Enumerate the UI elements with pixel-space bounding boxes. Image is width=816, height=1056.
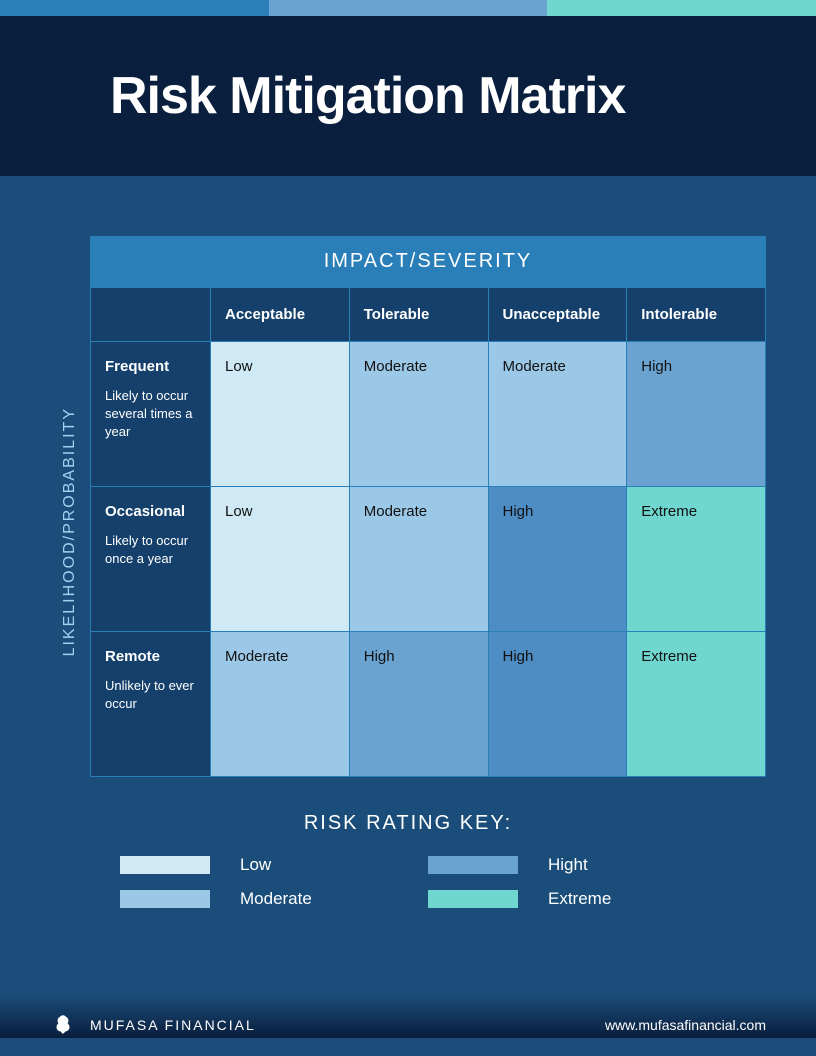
footer-brand: MUFASA FINANCIAL [50,1012,256,1038]
row-title: Frequent [105,358,196,375]
legend-swatch [120,890,210,908]
table-row: Occasional Likely to occur once a year Low… [91,487,766,632]
stripe-segment [547,0,816,16]
row-desc: Unlikely to ever occur [105,677,196,713]
page-header: Risk Mitigation Matrix [0,16,816,176]
legend-label: Moderate [240,889,312,909]
row-desc: Likely to occur once a year [105,532,196,568]
row-title: Occasional [105,503,196,520]
risk-cell: High [627,342,766,487]
footer-url: www.mufasafinancial.com [605,1017,766,1033]
legend-item: Extreme [428,889,696,909]
brand-name: MUFASA FINANCIAL [90,1017,256,1033]
row-label: Occasional Likely to occur once a year [91,487,211,632]
legend-item: Moderate [120,889,388,909]
row-desc: Likely to occur several times a year [105,387,196,442]
risk-cell: Extreme [627,487,766,632]
risk-cell: Moderate [488,342,627,487]
matrix-corner-cell [91,288,211,342]
legend-swatch [428,890,518,908]
row-title: Remote [105,648,196,665]
legend-title: RISK RATING KEY: [50,812,766,835]
stripe-segment [0,0,269,16]
y-axis: LIKELIHOOD/PROBABILITY [50,286,90,777]
risk-cell: Low [211,487,350,632]
risk-cell: Extreme [627,632,766,777]
matrix-body: Frequent Likely to occur several times a … [91,342,766,777]
y-axis-label: LIKELIHOOD/PROBABILITY [61,407,79,656]
risk-cell: Moderate [349,487,488,632]
legend-label: Extreme [548,889,611,909]
col-header: Acceptable [211,288,350,342]
lion-icon [50,1012,76,1038]
risk-cell: Moderate [211,632,350,777]
legend-grid: Low Hight Moderate Extreme [50,855,766,909]
col-header: Intolerable [627,288,766,342]
page-title: Risk Mitigation Matrix [110,66,625,126]
legend-label: Hight [548,855,588,875]
risk-cell: High [488,487,627,632]
row-label: Frequent Likely to occur several times a … [91,342,211,487]
footer: MUFASA FINANCIAL www.mufasafinancial.com [0,994,816,1038]
legend-label: Low [240,855,271,875]
risk-cell: Moderate [349,342,488,487]
x-axis-label: IMPACT/SEVERITY [90,236,766,287]
col-header: Unacceptable [488,288,627,342]
body: LIKELIHOOD/PROBABILITY IMPACT/SEVERITY A… [0,176,816,939]
risk-cell: High [349,632,488,777]
legend-item: Low [120,855,388,875]
risk-cell: Low [211,342,350,487]
top-stripe [0,0,816,16]
legend: RISK RATING KEY: Low Hight Moderate Extreme [50,812,766,909]
legend-swatch [428,856,518,874]
legend-swatch [120,856,210,874]
matrix-table-block: IMPACT/SEVERITY Acceptable Tolerable Una… [90,236,766,777]
col-header: Tolerable [349,288,488,342]
row-label: Remote Unlikely to ever occur [91,632,211,777]
legend-item: Hight [428,855,696,875]
stripe-segment [269,0,546,16]
matrix-area: LIKELIHOOD/PROBABILITY IMPACT/SEVERITY A… [50,236,766,777]
risk-cell: High [488,632,627,777]
table-row: Frequent Likely to occur several times a … [91,342,766,487]
table-row: RemoteUnlikely to ever occurModerateHigh… [91,632,766,777]
risk-matrix-table: Acceptable Tolerable Unacceptable Intole… [90,287,766,777]
